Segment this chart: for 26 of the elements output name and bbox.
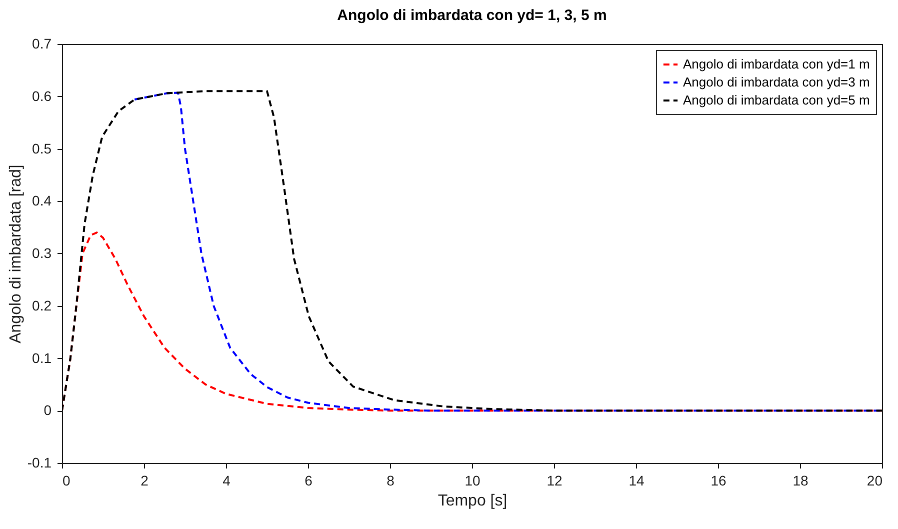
y-tick-label: -0.1 xyxy=(27,454,52,470)
x-tick-label: 20 xyxy=(866,472,883,488)
x-tick-label: 4 xyxy=(222,472,231,488)
legend-label: Angolo di imbardata con yd=5 m xyxy=(683,92,870,108)
x-axis-title: Tempo [s] xyxy=(438,492,508,510)
y-tick-label: 0.4 xyxy=(32,192,52,209)
x-tick-label: 14 xyxy=(628,472,644,488)
y-tick-label: 0.5 xyxy=(32,140,52,156)
legend-label: Angolo di imbardata con yd=3 m xyxy=(683,74,870,90)
x-tick-label: 2 xyxy=(140,472,149,488)
x-tick-label: 12 xyxy=(546,472,562,488)
x-tick-label: 10 xyxy=(464,472,480,488)
x-tick-label: 8 xyxy=(386,472,395,488)
chart-title: Angolo di imbardata con yd= 1, 3, 5 m xyxy=(337,7,607,24)
y-tick-label: 0.7 xyxy=(32,36,52,52)
y-tick-label: 0.3 xyxy=(32,245,52,261)
x-tick-label: 0 xyxy=(62,472,70,488)
y-axis-title: Angolo di imbardata [rad] xyxy=(7,164,24,344)
x-tick-label: 16 xyxy=(710,472,726,488)
y-tick-label: 0.6 xyxy=(32,88,52,104)
x-tick-label: 18 xyxy=(792,472,808,488)
y-tick-label: 0.1 xyxy=(32,350,52,366)
legend-label: Angolo di imbardata con yd=1 m xyxy=(683,56,870,72)
y-tick-label: 0 xyxy=(44,402,52,418)
y-tick-label: 0.2 xyxy=(32,297,52,314)
x-tick-label: 6 xyxy=(304,472,313,488)
